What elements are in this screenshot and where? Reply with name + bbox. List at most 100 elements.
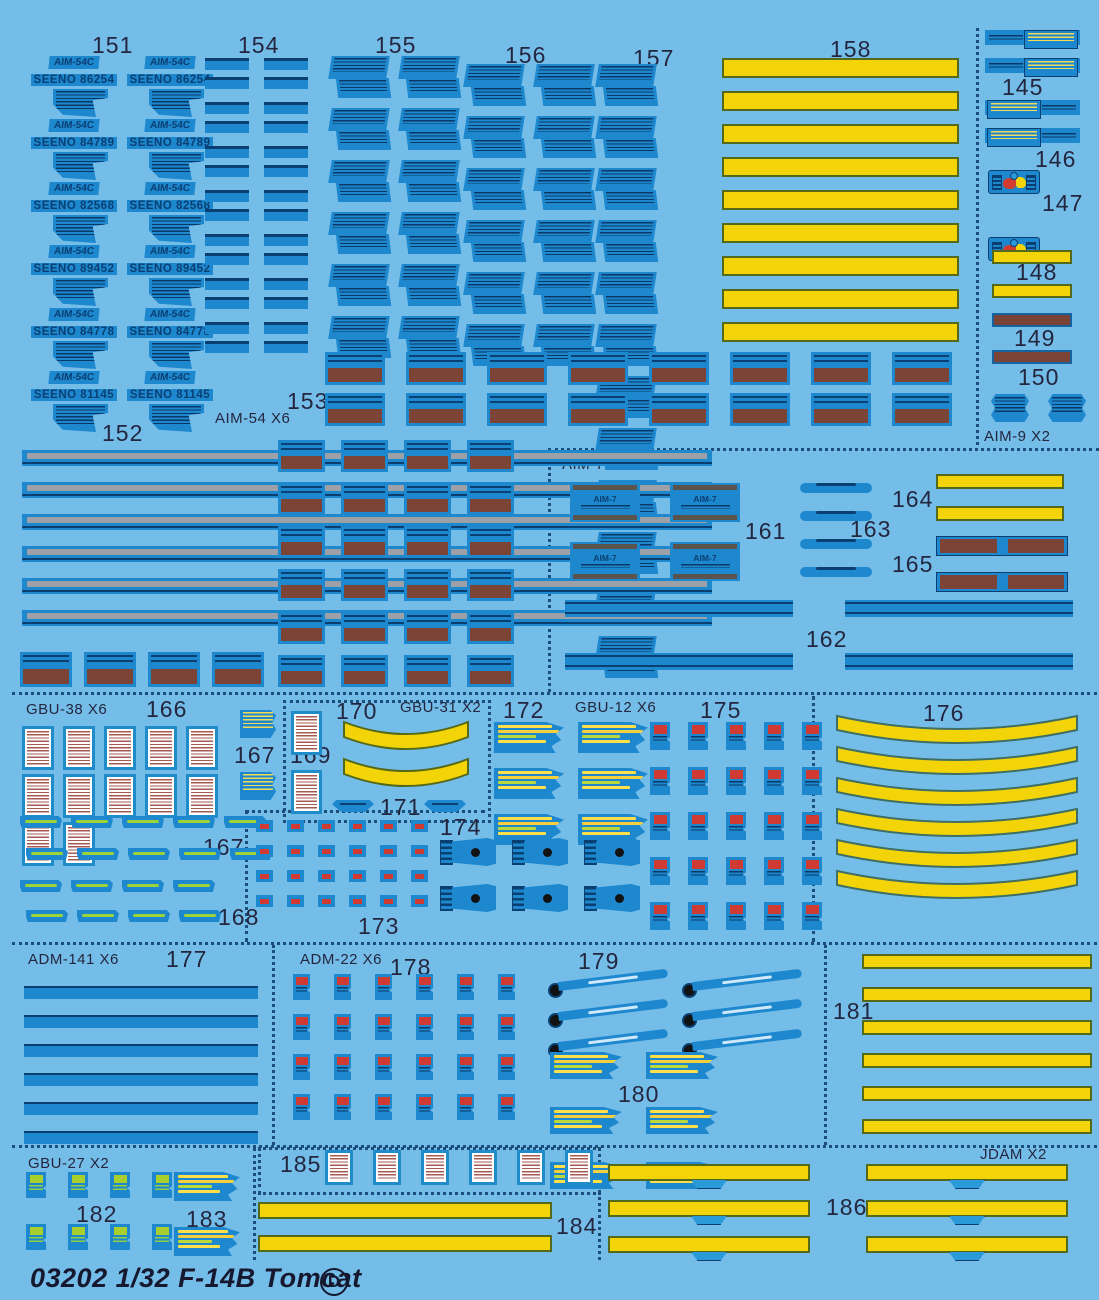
fin-cell — [467, 569, 514, 601]
aim54c-decal: AIM-54C SEENO 86254 — [126, 52, 214, 117]
brown-band — [407, 455, 448, 469]
micro-text — [544, 244, 593, 255]
micro-text — [29, 1185, 43, 1191]
divider-aim9-column — [976, 28, 979, 445]
micro-text — [467, 170, 522, 184]
stencil-patch — [602, 138, 659, 158]
red-square — [767, 725, 781, 734]
green-square — [113, 1175, 127, 1183]
stencil-decal — [174, 1227, 240, 1256]
fin-cell — [467, 612, 514, 644]
group-label-180: 180 — [618, 1081, 660, 1107]
aim54c-row: AIM-54C SEENO 89452 AIM-54C SEENO 89452 — [30, 241, 214, 306]
micro-text-line — [178, 1240, 213, 1243]
brown-band — [344, 498, 385, 512]
green-top-cell — [152, 1172, 172, 1198]
aim54c-serial: SEENO 81145 — [126, 389, 214, 401]
red-square — [418, 1097, 431, 1105]
micro-text — [805, 736, 819, 742]
red-square — [653, 725, 667, 734]
micro-text — [113, 1237, 127, 1243]
micro-text — [113, 1185, 127, 1191]
red-square — [377, 1057, 390, 1065]
stripe — [264, 146, 308, 158]
divider-181-left — [824, 945, 827, 1145]
stencil-strip — [20, 880, 62, 892]
fin-cell — [404, 569, 451, 601]
group-label-153: 153 — [287, 388, 329, 414]
group-154-stripes — [205, 58, 308, 366]
yellow-band — [722, 157, 959, 177]
stencil-patch — [602, 294, 659, 314]
aim54c-decal: AIM-54C SEENO 82568 — [126, 178, 214, 243]
green-top-cell — [26, 1224, 46, 1250]
stencil-patch — [470, 242, 527, 262]
stripe — [205, 146, 249, 158]
group-label-151: 151 — [92, 32, 134, 58]
stripe-pair — [264, 278, 308, 309]
red-top-cell — [375, 1094, 392, 1120]
group-167-decals — [240, 710, 276, 834]
black-dot — [471, 848, 480, 857]
red-mark — [291, 873, 300, 879]
blue-tab — [949, 1216, 985, 1225]
section-label-gbu12: GBU-12 X6 — [575, 699, 657, 716]
blue-tab — [691, 1180, 727, 1189]
serno-stencil — [533, 220, 597, 262]
aim54c-name: AIM-54C — [144, 182, 196, 195]
aim54c-name: AIM-54C — [144, 308, 196, 321]
group-169-data-plates — [291, 711, 322, 829]
green-top-cell — [68, 1172, 88, 1198]
micro-text — [653, 871, 667, 877]
fin-cell — [212, 652, 264, 687]
group-label-181: 181 — [833, 998, 875, 1024]
stripe — [264, 58, 308, 70]
red-mark — [322, 848, 331, 854]
aim54c-body — [148, 341, 205, 369]
micro-text — [339, 132, 388, 143]
micro-text — [55, 91, 106, 109]
aim54c-row: AIM-54C SEENO 84789 AIM-54C SEENO 84789 — [30, 115, 214, 180]
red-top-cell — [650, 767, 670, 795]
brown-band — [344, 627, 385, 641]
red-center-square — [411, 870, 428, 882]
micro-text — [606, 140, 655, 151]
aim54c-body — [148, 152, 205, 180]
micro-text-line — [235, 852, 267, 855]
aim54c-serial: SEENO 82568 — [126, 200, 214, 212]
stencil-patch — [328, 160, 390, 183]
data-plate — [104, 774, 136, 818]
divider-adm141-right — [272, 945, 275, 1145]
striped-cap — [512, 840, 525, 865]
group-label-165: 165 — [892, 551, 934, 577]
fin-cell — [278, 440, 325, 472]
micro-text — [805, 871, 819, 877]
brown-band — [151, 669, 197, 684]
micro-text — [418, 987, 431, 993]
micro-text-line — [650, 1180, 698, 1183]
red-square — [805, 860, 819, 869]
micro-text-line — [582, 827, 621, 830]
group-label-184: 184 — [556, 1213, 598, 1239]
micro-text — [767, 781, 781, 787]
micro-text — [151, 217, 202, 235]
divider-gbu-top — [12, 692, 1097, 695]
serno-stencil — [398, 160, 462, 202]
micro-text — [409, 340, 458, 351]
micro-text — [55, 217, 106, 235]
micro-text — [332, 162, 387, 176]
micro-text-line — [582, 771, 637, 774]
red-mark — [260, 873, 269, 879]
serno-stencil — [398, 56, 462, 98]
aim54c-name: AIM-54C — [48, 56, 100, 69]
serno-stencil — [328, 160, 392, 202]
micro-text — [653, 826, 667, 832]
stripe — [205, 102, 249, 114]
red-top-cell — [802, 812, 822, 840]
micro-text — [339, 80, 388, 91]
red-square — [729, 860, 743, 869]
stripe — [205, 58, 249, 70]
group-167-strip-row — [20, 816, 266, 828]
stripe-pair — [264, 58, 308, 89]
red-center-square — [256, 820, 273, 832]
